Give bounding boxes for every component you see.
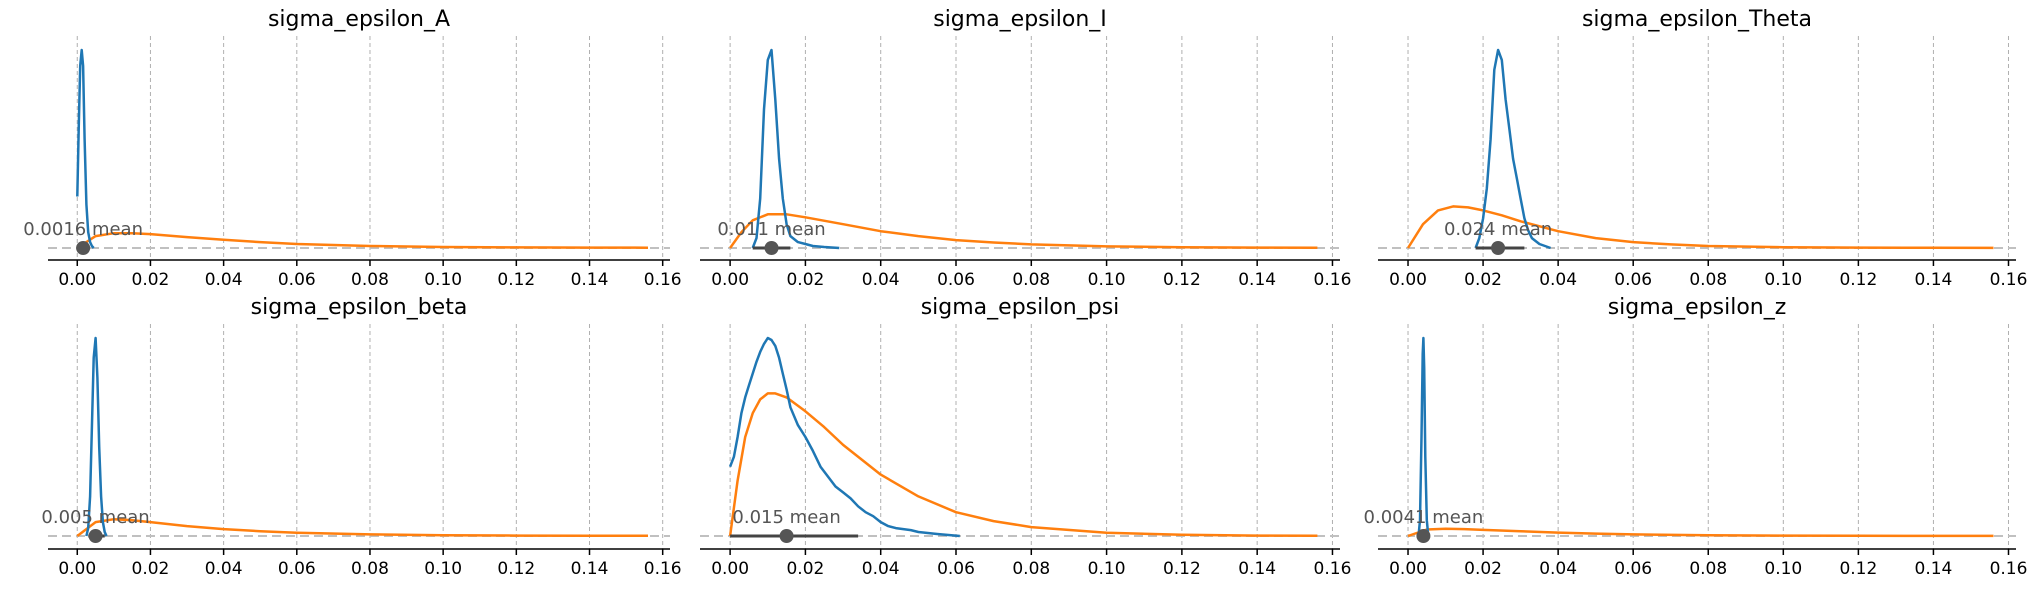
point-estimate-label: 0.0041 mean (1364, 507, 1484, 528)
prior-density-line (729, 213, 1318, 250)
x-tick-label: 0.12 (1839, 559, 1877, 579)
x-tick-label: 0.12 (1163, 270, 1201, 290)
prior-density-line (1407, 527, 1994, 538)
x-tick-label: 0.12 (1163, 559, 1201, 579)
point-estimate-marker (88, 529, 103, 543)
x-tick-label: 0.04 (862, 270, 900, 290)
subplot-title: sigma_epsilon_psi (921, 295, 1120, 320)
x-tick-label: 0.00 (58, 559, 96, 579)
x-tick-label: 0.08 (1689, 559, 1727, 579)
x-tick-label: 0.00 (58, 270, 96, 290)
point-estimate-marker (779, 529, 794, 543)
subplot-sigma_epsilon_z: sigma_epsilon_z 0.00 0.02 0.04 0.06 0.08 0.10 0… (1364, 295, 2028, 579)
subplot-sigma_epsilon_A: sigma_epsilon_A 0.00 0.02 0.04 0.06 0.08 0.10 0… (23, 7, 681, 290)
x-tick-label: 0.12 (1839, 270, 1877, 290)
x-tick-label: 0.04 (1539, 559, 1577, 579)
x-tick-label: 0.06 (937, 270, 975, 290)
x-tick-label: 0.10 (424, 270, 462, 290)
prior-density-line (1406, 205, 1994, 250)
x-tick-label: 0.16 (1314, 270, 1352, 290)
x-tick-label: 0.08 (1689, 270, 1727, 290)
point-estimate-marker (1491, 241, 1506, 255)
x-tick-label: 0.16 (1314, 559, 1352, 579)
x-tick-label: 0.04 (205, 559, 243, 579)
point-estimate-label: 0.015 mean (732, 507, 840, 528)
x-tick-label: 0.16 (644, 559, 682, 579)
point-estimate-marker (1416, 529, 1431, 543)
x-tick-label: 0.08 (1012, 270, 1050, 290)
prior-density-line (76, 231, 649, 250)
posterior-density-line (85, 336, 108, 537)
point-estimate-marker (76, 241, 91, 255)
x-tick-label: 0.10 (1764, 559, 1802, 579)
x-tick-label: 0.14 (1915, 559, 1953, 579)
x-tick-label: 0.06 (278, 559, 316, 579)
point-estimate-label: 0.011 mean (717, 219, 825, 240)
x-tick-label: 0.00 (711, 559, 749, 579)
x-tick-label: 0.14 (571, 270, 609, 290)
subplot-sigma_epsilon_psi: sigma_epsilon_psi 0.00 0.02 0.04 0.06 0.08 0.1… (700, 295, 1351, 579)
x-tick-label: 0.02 (132, 559, 170, 579)
x-tick-label: 0.06 (1614, 270, 1652, 290)
x-tick-label: 0.16 (644, 270, 682, 290)
x-tick-label: 0.08 (1012, 559, 1050, 579)
x-tick-label: 0.12 (497, 559, 535, 579)
subplot-sigma_epsilon_I: sigma_epsilon_I 0.00 0.02 0.04 0.06 0.08 0.10 0… (700, 7, 1351, 290)
x-tick-label: 0.06 (278, 270, 316, 290)
point-estimate-label: 0.024 mean (1444, 219, 1552, 240)
x-tick-label: 0.14 (1915, 270, 1953, 290)
subplot-title: sigma_epsilon_z (1608, 295, 1787, 320)
x-tick-label: 0.04 (1539, 270, 1577, 290)
x-tick-label: 0.02 (786, 270, 824, 290)
x-tick-label: 0.00 (1389, 270, 1427, 290)
x-tick-label: 0.06 (937, 559, 975, 579)
point-estimate-label: 0.0016 mean (23, 219, 143, 240)
x-tick-label: 0.08 (351, 270, 389, 290)
x-tick-label: 0.02 (1464, 559, 1502, 579)
x-tick-label: 0.04 (205, 270, 243, 290)
x-tick-label: 0.10 (1088, 270, 1126, 290)
subplot-title: sigma_epsilon_beta (251, 295, 468, 320)
x-tick-label: 0.02 (786, 559, 824, 579)
x-tick-label: 0.04 (862, 559, 900, 579)
x-tick-label: 0.00 (1389, 559, 1427, 579)
x-tick-label: 0.00 (711, 270, 749, 290)
x-tick-label: 0.02 (1464, 270, 1502, 290)
posterior-density-line (1417, 336, 1430, 537)
subplot-title: sigma_epsilon_A (268, 7, 450, 32)
x-tick-label: 0.12 (497, 270, 535, 290)
point-estimate-label: 0.005 mean (41, 507, 149, 528)
x-tick-label: 0.06 (1614, 559, 1652, 579)
x-tick-label: 0.10 (1764, 270, 1802, 290)
x-tick-label: 0.08 (351, 559, 389, 579)
subplot-sigma_epsilon_beta: sigma_epsilon_beta 0.00 0.02 0.04 0.06 0.08 0.… (41, 295, 681, 579)
posterior-density-line (728, 336, 960, 538)
posterior-density-line (1474, 48, 1552, 250)
subplot-title: sigma_epsilon_Theta (1582, 7, 1812, 32)
posterior-density-line (76, 48, 95, 249)
x-tick-label: 0.14 (1238, 559, 1276, 579)
subplot-sigma_epsilon_Theta: sigma_epsilon_Theta 0.00 0.02 0.04 0.06 0.08 0… (1378, 7, 2027, 290)
posterior-density-line (751, 48, 840, 250)
x-tick-label: 0.10 (424, 559, 462, 579)
x-tick-label: 0.16 (1990, 559, 2028, 579)
x-tick-label: 0.02 (132, 270, 170, 290)
prior-density-line (728, 392, 1318, 538)
x-tick-label: 0.14 (571, 559, 609, 579)
x-tick-label: 0.10 (1088, 559, 1126, 579)
subplot-title: sigma_epsilon_I (933, 7, 1107, 32)
point-estimate-marker (764, 241, 779, 255)
x-tick-label: 0.14 (1238, 270, 1276, 290)
x-tick-label: 0.16 (1990, 270, 2028, 290)
prior-density-line (76, 517, 648, 538)
